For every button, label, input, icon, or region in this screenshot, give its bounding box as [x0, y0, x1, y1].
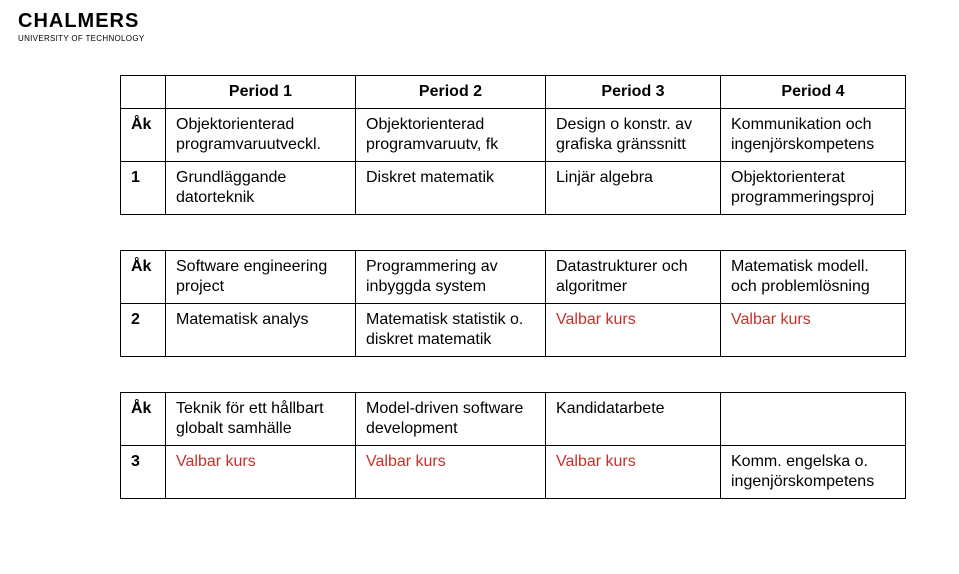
header-period-1: Period 1	[166, 76, 356, 109]
cell: Design o konstr. av grafiska gränssnitt	[546, 109, 721, 162]
cell: Objektorienterad programvaruutv, fk	[356, 109, 546, 162]
year-2-table: Åk Software engineering project Programm…	[120, 250, 906, 357]
cell: Matematisk statistik o. diskret matemati…	[356, 304, 546, 357]
cell: Diskret matematik	[356, 162, 546, 215]
chalmers-logo: CHALMERS UNIVERSITY OF TECHNOLOGY	[18, 10, 144, 43]
ak-label: Åk	[121, 251, 166, 304]
header-period-2: Period 2	[356, 76, 546, 109]
cell-elective: Valbar kurs	[356, 446, 546, 499]
cell: Komm. engelska o. ingenjörskompetens	[721, 446, 906, 499]
logo-subtitle: UNIVERSITY OF TECHNOLOGY	[18, 34, 144, 43]
table-row: Åk Teknik för ett hållbart globalt samhä…	[121, 393, 906, 446]
table-row: Åk Software engineering project Programm…	[121, 251, 906, 304]
cell-elective: Valbar kurs	[721, 304, 906, 357]
cell: Datastrukturer och algoritmer	[546, 251, 721, 304]
cell	[721, 393, 906, 446]
table-row: 3 Valbar kurs Valbar kurs Valbar kurs Ko…	[121, 446, 906, 499]
year-number: 3	[121, 446, 166, 499]
cell: Kommunikation och ingenjörskompetens	[721, 109, 906, 162]
cell: Matematisk modell. och problemlösning	[721, 251, 906, 304]
cell-elective: Valbar kurs	[546, 304, 721, 357]
cell: Linjär algebra	[546, 162, 721, 215]
year-number: 2	[121, 304, 166, 357]
ak-label: Åk	[121, 109, 166, 162]
curriculum-tables: Period 1 Period 2 Period 3 Period 4 Åk O…	[120, 75, 906, 499]
header-period-3: Period 3	[546, 76, 721, 109]
cell: Objektorienterat programmeringsproj	[721, 162, 906, 215]
table-row: 2 Matematisk analys Matematisk statistik…	[121, 304, 906, 357]
table-row: Åk Objektorienterad programvaruutveckl. …	[121, 109, 906, 162]
year-1-table: Period 1 Period 2 Period 3 Period 4 Åk O…	[120, 75, 906, 215]
cell: Software engineering project	[166, 251, 356, 304]
year-3-table: Åk Teknik för ett hållbart globalt samhä…	[120, 392, 906, 499]
cell-elective: Valbar kurs	[166, 446, 356, 499]
header-row: Period 1 Period 2 Period 3 Period 4	[121, 76, 906, 109]
cell: Model-driven soft­ware development	[356, 393, 546, 446]
header-period-4: Period 4	[721, 76, 906, 109]
header-blank	[121, 76, 166, 109]
cell: Programmering av inbyggda system	[356, 251, 546, 304]
year-number: 1	[121, 162, 166, 215]
logo-name: CHALMERS	[18, 10, 144, 33]
cell: Matematisk analys	[166, 304, 356, 357]
cell: Objektorienterad programvaruutveckl.	[166, 109, 356, 162]
cell: Teknik för ett hållbart globalt samhälle	[166, 393, 356, 446]
cell: Grundläggande datorteknik	[166, 162, 356, 215]
cell-elective: Valbar kurs	[546, 446, 721, 499]
cell: Kandidatarbete	[546, 393, 721, 446]
ak-label: Åk	[121, 393, 166, 446]
table-row: 1 Grundläggande datorteknik Diskret mate…	[121, 162, 906, 215]
